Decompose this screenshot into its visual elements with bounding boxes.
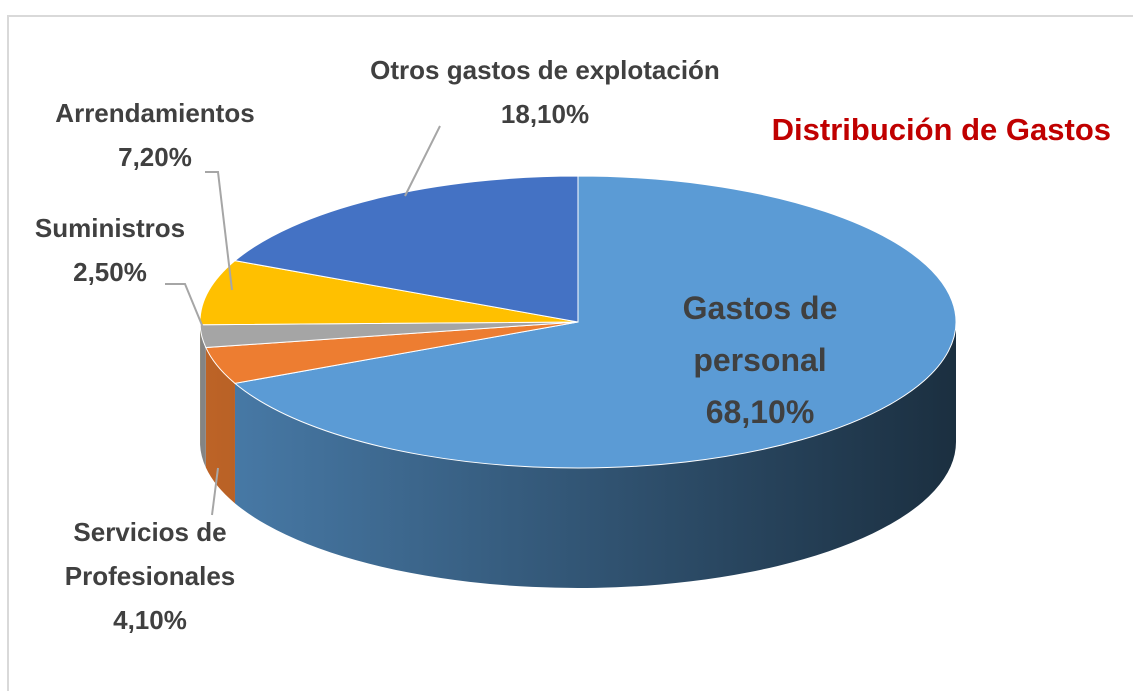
- chart-border: [7, 15, 1133, 691]
- label-name: Otros gastos de explotación: [370, 55, 720, 85]
- label-value: 68,10%: [705, 394, 815, 430]
- leader-line: [205, 171, 233, 291]
- slice-side: [234, 322, 956, 588]
- label-value: 18,10%: [500, 99, 590, 129]
- label-name: Servicios de Profesionales: [64, 517, 236, 591]
- data-label: Otros gastos de explotación 18,10%: [315, 48, 775, 136]
- data-label: Suministros 2,50%: [10, 206, 210, 294]
- slice: [233, 175, 957, 469]
- label-value: 2,50%: [73, 257, 147, 287]
- data-label: Gastos de personal 68,10%: [645, 282, 875, 438]
- leader-line: [211, 467, 219, 516]
- label-value: 4,10%: [113, 605, 187, 635]
- label-value: 7,20%: [118, 142, 192, 172]
- slice: [233, 175, 579, 323]
- label-name: Gastos de personal: [682, 290, 838, 378]
- slice-side: [205, 347, 235, 504]
- slice-side: [200, 324, 206, 468]
- label-name: Suministros: [34, 213, 186, 243]
- leader-line: [404, 125, 441, 197]
- label-name: Arrendamientos: [55, 98, 255, 128]
- leader-line: [165, 283, 205, 331]
- data-label: Arrendamientos 7,20%: [25, 91, 285, 179]
- data-label: Servicios de Profesionales 4,10%: [35, 510, 265, 642]
- chart-title: Distribución de Gastos: [771, 112, 1111, 147]
